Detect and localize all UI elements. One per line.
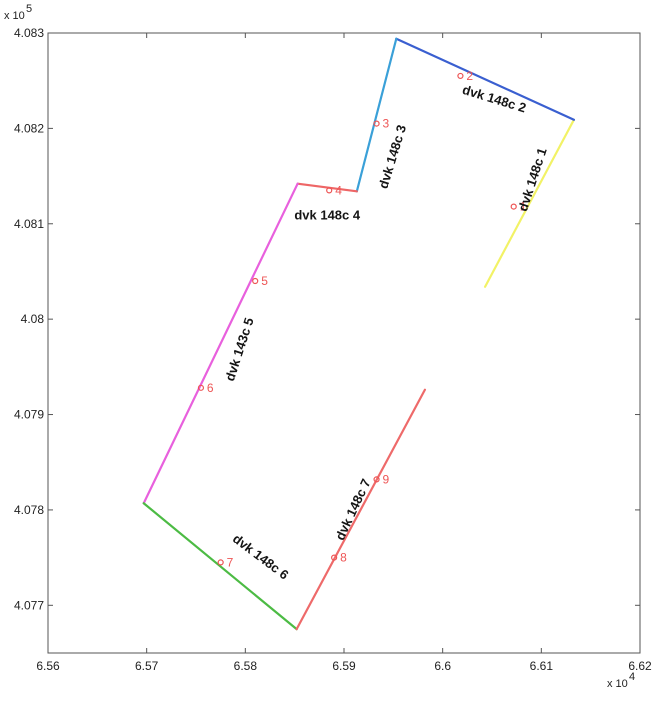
y-tick-label: 4.079: [14, 408, 44, 422]
y-exponent-text: 5: [26, 3, 32, 15]
tick-labels: 6.56 6.57 6.58 6.59 6.6 6.61 6.62 4.077 4.078 4.0…: [14, 26, 652, 673]
marker-label: 1: [520, 200, 527, 214]
y-exponent-label: x 10 5: [4, 3, 32, 22]
marker-label: 5: [261, 274, 268, 288]
series-line: [296, 182, 358, 193]
x-tick-label: 6.58: [234, 659, 258, 673]
marker-label: 3: [383, 117, 390, 131]
segment-label: dvk 148c 4: [294, 208, 361, 223]
marker-label: 4: [335, 183, 342, 197]
x-tick-label: 6.59: [332, 659, 356, 673]
y-multiplier-text: x 10: [4, 10, 25, 22]
marker-point: [197, 384, 205, 391]
y-tick-label: 4.077: [14, 598, 44, 612]
x-exponent-label: x 10 4: [607, 671, 635, 690]
marker-point: [510, 203, 517, 210]
marker-point: [373, 476, 380, 483]
data-markers: 1 2 3 4 5 6 7 8 9: [197, 69, 527, 569]
x-tick-label: 6.61: [530, 659, 554, 673]
series-line: [142, 182, 299, 505]
marker-point: [326, 187, 333, 194]
x-exponent-text: 4: [629, 671, 635, 683]
marker-label: 6: [207, 381, 214, 395]
marker-point: [373, 120, 380, 127]
series-line: [142, 502, 298, 631]
marker-point: [457, 72, 464, 80]
series-line: [483, 118, 575, 288]
y-tick-label: 4.08: [21, 312, 45, 326]
series-line: [295, 388, 427, 631]
x-tick-label: 6.6: [434, 659, 451, 673]
x-tick-label: 6.56: [36, 659, 60, 673]
y-tick-label: 4.082: [14, 121, 44, 135]
marker-label: 9: [383, 472, 390, 486]
series-lines: [142, 37, 575, 631]
y-tick-label: 4.081: [14, 217, 44, 231]
marker-label: 8: [340, 551, 347, 565]
x-tick-label: 6.62: [628, 659, 652, 673]
x-multiplier-text: x 10: [607, 678, 628, 690]
axis-ticks: [47, 32, 641, 653]
plot-area: [47, 32, 641, 654]
x-tick-label: 6.57: [135, 659, 159, 673]
marker-label: 2: [466, 69, 473, 83]
marker-point: [252, 277, 259, 285]
y-tick-label: 4.083: [14, 26, 44, 40]
marker-point: [331, 554, 338, 561]
marker-point: [217, 559, 224, 566]
series-line: [355, 37, 398, 193]
y-tick-label: 4.078: [14, 503, 44, 517]
series-line: [395, 37, 575, 121]
marker-label: 7: [227, 555, 234, 569]
